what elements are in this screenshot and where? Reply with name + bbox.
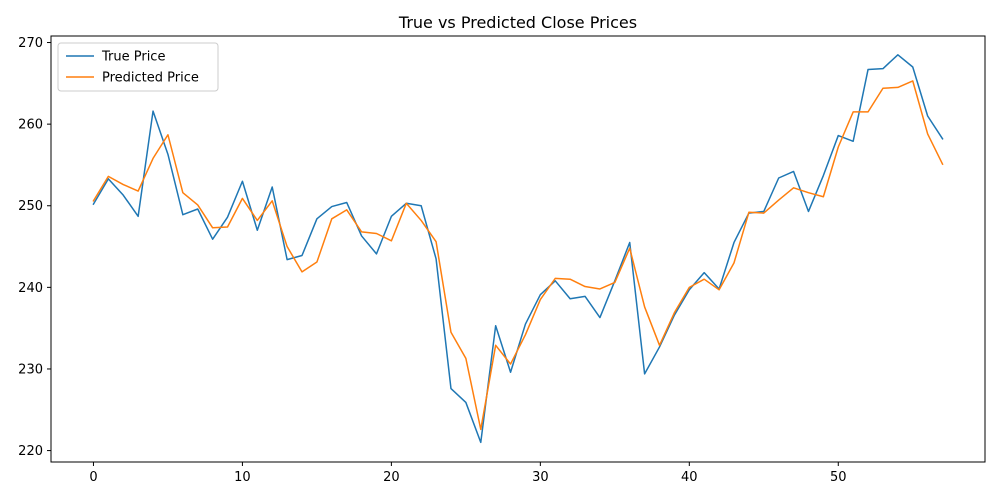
legend: True Price Predicted Price	[57, 42, 219, 92]
x-tick-label: 10	[234, 470, 251, 485]
y-tick-label: 230	[18, 362, 43, 377]
x-tick-label: 0	[89, 470, 97, 485]
series-line-predicted-price	[92, 80, 944, 431]
legend-box	[57, 42, 219, 92]
chart-title: True vs Predicted Close Prices	[398, 13, 637, 32]
y-tick-label: 270	[18, 36, 43, 51]
plot-area-frame	[50, 35, 986, 463]
y-tick-label: 260	[18, 118, 43, 133]
legend-label: True Price	[101, 50, 165, 65]
y-tick-label: 250	[18, 199, 43, 214]
x-tick-label: 40	[681, 470, 698, 485]
x-tick-label: 20	[383, 470, 400, 485]
y-tick-label: 240	[18, 281, 43, 296]
y-axis: 220 230 240 250 260 270	[18, 36, 51, 459]
x-tick-label: 50	[830, 470, 847, 485]
series-line-true-price	[92, 54, 944, 444]
x-axis: 0 10 20 30 40 50	[89, 462, 847, 485]
y-tick-label: 220	[18, 444, 43, 459]
series-group	[92, 54, 944, 444]
legend-label: Predicted Price	[102, 71, 199, 86]
x-tick-label: 30	[532, 470, 549, 485]
